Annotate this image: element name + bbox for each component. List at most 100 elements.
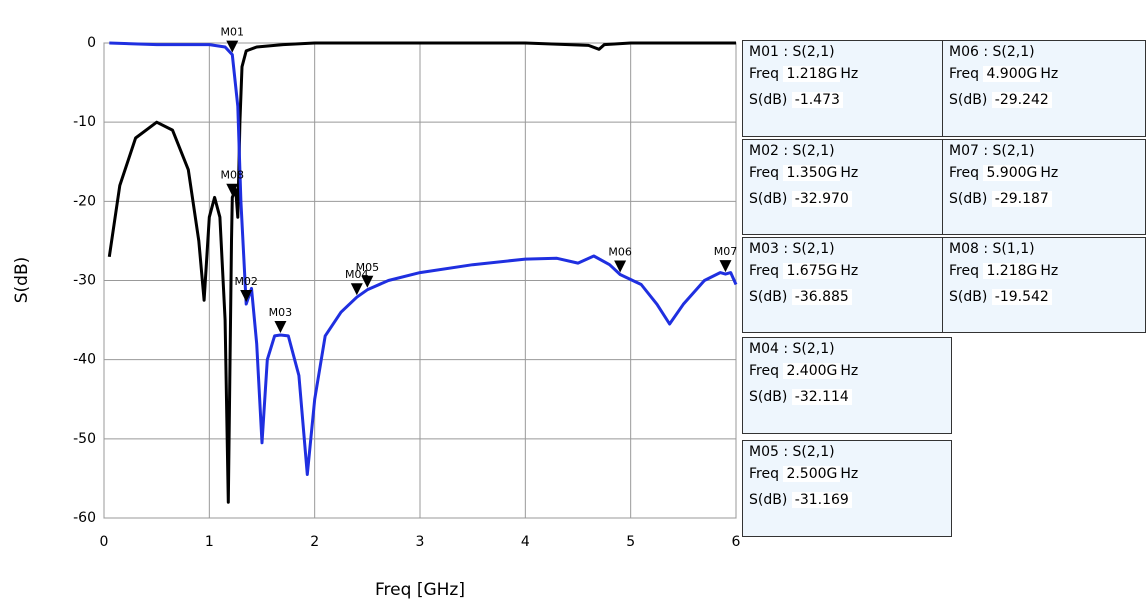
- freq-value: 2.500G: [783, 466, 841, 482]
- marker-triangle: [719, 260, 732, 273]
- marker-freq: Freq 1.350G Hz: [749, 164, 945, 190]
- marker-name: M02: [749, 143, 779, 159]
- marker-name: M04: [749, 341, 779, 357]
- marker-triangle: [226, 40, 239, 53]
- sdb-value: -19.542: [991, 289, 1052, 305]
- freq-label: Freq: [949, 263, 979, 279]
- freq-value: 4.900G: [983, 66, 1041, 82]
- marker-label: M08: [221, 169, 245, 182]
- marker-title: M01 : S(2,1): [749, 43, 945, 65]
- y-tick-label: -60: [73, 510, 96, 526]
- y-tick-label: 0: [87, 35, 96, 51]
- marker-box: M05 : S(2,1) Freq 2.500G Hz S(dB) -31.169: [742, 440, 952, 537]
- x-tick-label: 0: [100, 534, 109, 550]
- separator: :: [983, 241, 989, 257]
- marker-label: M05: [356, 261, 380, 274]
- separator: :: [783, 44, 789, 60]
- marker-name: M01: [749, 44, 779, 60]
- x-tick-label: 3: [416, 534, 425, 550]
- marker-label: M02: [234, 275, 258, 288]
- freq-unit: Hz: [1040, 263, 1059, 279]
- sdb-value: -32.114: [791, 389, 852, 405]
- marker-label: M06: [608, 245, 632, 258]
- freq-label: Freq: [949, 66, 979, 82]
- marker-title: M03 : S(2,1): [749, 240, 945, 262]
- marker-freq: Freq 1.218G Hz: [749, 65, 945, 91]
- freq-value: 1.350G: [783, 165, 841, 181]
- marker-box: M01 : S(2,1) Freq 1.218G Hz S(dB) -1.473: [742, 40, 952, 137]
- marker-label: M03: [269, 306, 293, 319]
- marker-box: M06 : S(2,1) Freq 4.900G Hz S(dB) -29.242: [942, 40, 1146, 137]
- marker-title: M06 : S(2,1): [949, 43, 1139, 65]
- marker-freq: Freq 2.400G Hz: [749, 362, 945, 388]
- marker-name: M07: [949, 143, 979, 159]
- line: [109, 41, 738, 476]
- marker-box: M03 : S(2,1) Freq 1.675G Hz S(dB) -36.885: [742, 237, 952, 333]
- separator: :: [783, 341, 789, 357]
- parameter: S(2,1): [992, 143, 1035, 159]
- sdb-label: S(dB): [749, 389, 788, 405]
- sdb-label: S(dB): [949, 289, 988, 305]
- marker-triangle: [274, 321, 287, 334]
- freq-unit: Hz: [1040, 165, 1059, 181]
- marker-freq: Freq 4.900G Hz: [949, 65, 1139, 91]
- marker-title: M02 : S(2,1): [749, 142, 945, 164]
- freq-label: Freq: [749, 66, 779, 82]
- sdb-label: S(dB): [949, 191, 988, 207]
- marker-title: M08 : S(1,1): [949, 240, 1139, 262]
- marker-box: M04 : S(2,1) Freq 2.400G Hz S(dB) -32.114: [742, 337, 952, 434]
- line: [107, 41, 736, 504]
- marker-box: M02 : S(2,1) Freq 1.350G Hz S(dB) -32.970: [742, 139, 952, 235]
- marker-name: M03: [749, 241, 779, 257]
- separator: :: [983, 143, 989, 159]
- marker-name: M06: [949, 44, 979, 60]
- marker-sdb: S(dB) -31.169: [749, 491, 945, 517]
- marker-sdb: S(dB) -19.542: [949, 288, 1139, 314]
- parameter: S(1,1): [992, 241, 1035, 257]
- freq-label: Freq: [749, 165, 779, 181]
- sdb-value: -1.473: [791, 92, 843, 108]
- marker-triangle: [226, 183, 239, 196]
- marker-triangle: [350, 283, 363, 296]
- sdb-value: -29.242: [991, 92, 1052, 108]
- sdb-label: S(dB): [749, 492, 788, 508]
- separator: :: [983, 44, 989, 60]
- freq-value: 1.218G: [783, 66, 841, 82]
- sdb-label: S(dB): [749, 191, 788, 207]
- sdb-value: -31.169: [791, 492, 852, 508]
- marker-box: M07 : S(2,1) Freq 5.900G Hz S(dB) -29.187: [942, 139, 1146, 235]
- marker-sdb: S(dB) -1.473: [749, 91, 945, 117]
- y-axis-label: S(dB): [12, 257, 32, 304]
- marker-sdb: S(dB) -36.885: [749, 288, 945, 314]
- freq-value: 2.400G: [783, 363, 841, 379]
- parameter: S(2,1): [792, 44, 835, 60]
- parameter: S(2,1): [792, 241, 835, 257]
- marker-sdb: S(dB) -32.970: [749, 190, 945, 216]
- marker-freq: Freq 2.500G Hz: [749, 465, 945, 491]
- freq-unit: Hz: [840, 66, 859, 82]
- marker-freq: Freq 1.675G Hz: [749, 262, 945, 288]
- freq-value: 1.675G: [783, 263, 841, 279]
- marker-box: M08 : S(1,1) Freq 1.218G Hz S(dB) -19.542: [942, 237, 1146, 333]
- marker-label: M01: [221, 26, 245, 39]
- marker-sdb: S(dB) -29.187: [949, 190, 1139, 216]
- marker-triangle: [614, 260, 627, 273]
- y-tick-label: -10: [73, 114, 96, 130]
- marker-triangle: [361, 275, 374, 288]
- parameter: S(2,1): [992, 44, 1035, 60]
- freq-value: 5.900G: [983, 165, 1041, 181]
- marker-freq: Freq 5.900G Hz: [949, 164, 1139, 190]
- x-tick-label: 5: [626, 534, 635, 550]
- marker-title: M04 : S(2,1): [749, 340, 945, 362]
- x-tick-label: 4: [521, 534, 530, 550]
- y-tick-label: -50: [73, 431, 96, 447]
- marker-freq: Freq 1.218G Hz: [949, 262, 1139, 288]
- y-tick-label: -40: [73, 352, 96, 368]
- separator: :: [783, 241, 789, 257]
- parameter: S(2,1): [792, 341, 835, 357]
- freq-unit: Hz: [840, 263, 859, 279]
- freq-unit: Hz: [840, 165, 859, 181]
- freq-unit: Hz: [840, 466, 859, 482]
- x-tick-label: 2: [310, 534, 319, 550]
